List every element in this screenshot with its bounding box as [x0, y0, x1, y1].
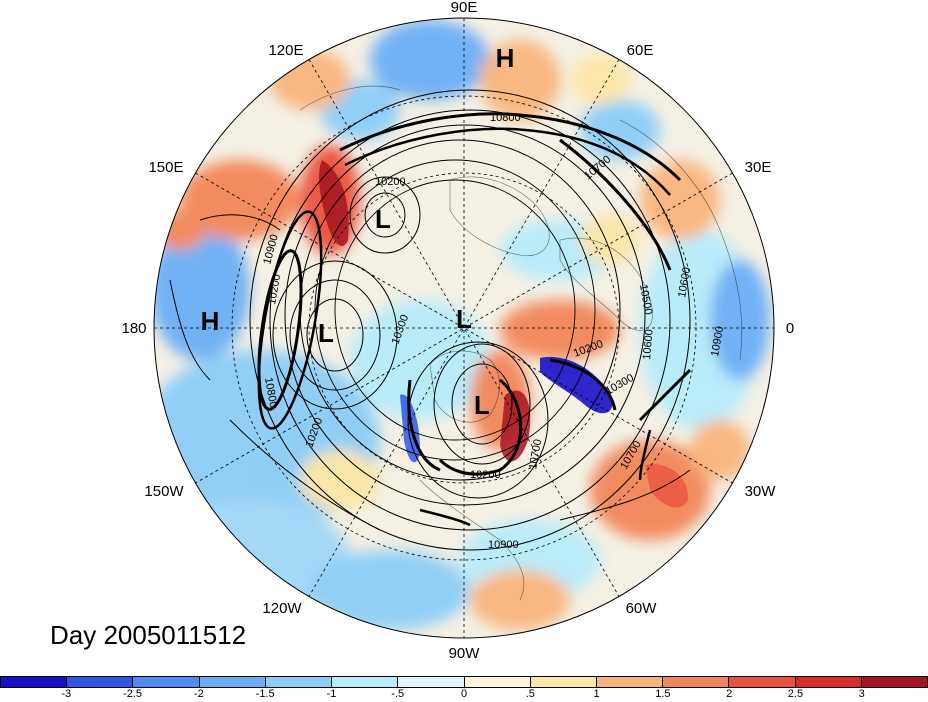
longitude-labels: 90E 120E 60E 150E 30E 180 0 150W 30W 120…	[121, 0, 794, 662]
colorbar-tick-label: -2.5	[123, 688, 143, 700]
graticule	[154, 18, 774, 638]
high-pressure-marker: H	[201, 306, 220, 336]
colorbar-tick-labels: -3 -2.5 -2 -1.5 -1 -.5 0 .5 1 1.5 2 2.5 3	[0, 688, 928, 702]
contour-label: 10500	[637, 283, 654, 315]
colorbar-tick-label: 3	[858, 688, 865, 700]
lon-label-90e: 90E	[451, 0, 478, 16]
colorbar-swatch	[398, 677, 465, 687]
colorbar-tick-label: 2	[726, 688, 733, 700]
colorbar-swatch	[530, 677, 597, 687]
colorbar-tick-label: -3	[61, 688, 72, 700]
height-contours	[169, 89, 692, 551]
low-pressure-marker: L	[474, 390, 490, 420]
colorbar-swatch	[729, 677, 796, 687]
lon-label-90w: 90W	[449, 645, 481, 662]
colorbar-tick-label: 2.5	[787, 688, 804, 700]
contour-label: 10900	[709, 325, 726, 357]
colorbar-swatch	[133, 677, 200, 687]
colorbar-tick-label: -2	[193, 688, 204, 700]
anomaly-field	[154, 18, 774, 638]
colorbar	[0, 676, 928, 688]
lon-label-0: 0	[786, 320, 794, 337]
colorbar-swatch	[67, 677, 134, 687]
lon-label-150w: 150W	[144, 483, 184, 500]
map-boundary	[153, 17, 775, 639]
colorbar-tick-label: .5	[525, 688, 535, 700]
polar-map: 90E 120E 60E 150E 30E 180 0 150W 30W 120…	[121, 0, 794, 662]
colorbar-swatch	[199, 677, 266, 687]
colorbar-tick-label: 0	[460, 688, 468, 700]
day-label: Day 2005011512	[50, 620, 247, 650]
low-pressure-marker: L	[456, 304, 472, 334]
colorbar-tick-label: 1.5	[655, 688, 671, 700]
contour-label: 10200	[470, 469, 501, 481]
contour-label: 10600	[641, 329, 656, 361]
colorbar-swatch	[332, 677, 399, 687]
colorbar-swatch	[464, 677, 531, 687]
contour-label: 10700	[527, 438, 544, 470]
colorbar-swatch	[663, 677, 730, 687]
contour-label: 10800	[490, 112, 521, 124]
lon-label-30w: 30W	[745, 483, 777, 500]
contour-label: 10900	[488, 539, 519, 551]
colorbar-tick-label: -.5	[391, 688, 405, 700]
pressure-systems: H H L L L L	[201, 43, 515, 420]
high-pressure-marker: H	[496, 43, 515, 73]
colorbar-swatch	[795, 677, 862, 687]
lon-label-120w: 120W	[262, 600, 302, 617]
lon-label-60e: 60E	[627, 42, 654, 59]
lon-label-60w: 60W	[626, 600, 658, 617]
lon-label-30e: 30E	[745, 159, 772, 176]
colorbar-tick-label: 1	[593, 688, 600, 700]
colorbar-tick-label: -1.5	[255, 688, 275, 700]
low-pressure-marker: L	[375, 204, 391, 234]
colorbar-swatch	[265, 677, 333, 687]
contour-label: 10800	[262, 376, 279, 408]
colorbar-swatch	[861, 677, 928, 687]
contour-label: 10200	[375, 176, 406, 188]
colorbar-tick-label: -1	[326, 688, 337, 700]
lon-label-120e: 120E	[268, 42, 303, 59]
contour-label: 10600	[676, 266, 693, 298]
lon-label-150e: 150E	[148, 159, 183, 176]
contour-label: 10200	[266, 273, 283, 305]
colorbar-swatch	[596, 677, 664, 687]
lon-label-180: 180	[121, 320, 146, 337]
colorbar-swatch	[1, 677, 68, 687]
low-pressure-marker: L	[318, 318, 334, 348]
